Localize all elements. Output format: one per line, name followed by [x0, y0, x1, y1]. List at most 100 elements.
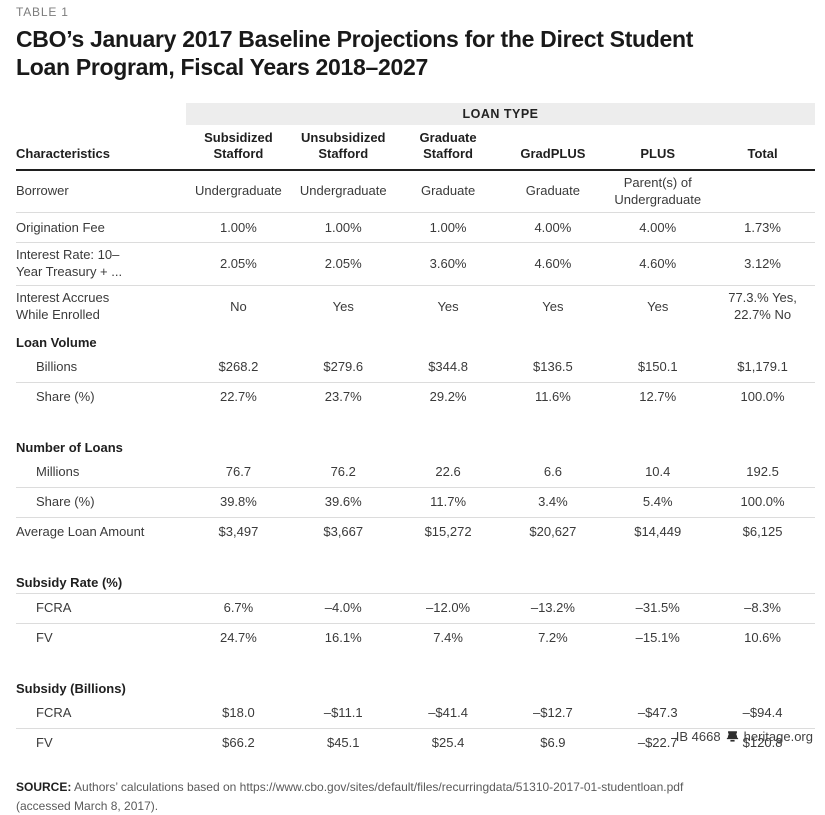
table-cell: 2.05%	[324, 255, 362, 271]
table-cell: $120.8	[742, 735, 783, 751]
row-label: Origination Fee	[16, 219, 105, 235]
table-cell: –12.0%	[426, 600, 471, 616]
table-cell: $3,497	[218, 524, 259, 540]
table-cell: $1,179.1	[737, 359, 788, 375]
table-cell: 10.4	[645, 464, 671, 480]
row-label: FV	[36, 735, 53, 751]
table-cell: –$22.7	[637, 735, 678, 751]
page-title: CBO’s January 2017 Baseline Projections …	[16, 26, 694, 80]
table-row: Average Loan Amount $3,497 $3,667 $15,272 $2…	[16, 518, 815, 547]
footer-brand: IB 4668 heritage.org	[676, 729, 813, 744]
column-header-graduate-stafford: Graduate Stafford	[419, 130, 477, 162]
table-cell: Yes	[542, 298, 564, 314]
table-cell: $279.6	[323, 359, 364, 375]
table-cell: 22.7%	[219, 389, 257, 405]
table-cell: Parent(s) of Undergraduate	[614, 174, 702, 207]
source-label: SOURCE:	[16, 780, 72, 795]
section-header-row: Subsidy Rate (%)	[16, 568, 815, 595]
table-row: Share (%) 39.8% 39.6% 11.7% 3.4% 5.4% 100.0%	[16, 488, 815, 519]
table-cell: 6.7%	[223, 600, 254, 616]
brand-domain: heritage.org	[743, 729, 813, 744]
table-cell: 11.7%	[430, 494, 467, 510]
table-cell: 39.8%	[219, 494, 257, 510]
loan-type-band: LOAN TYPE	[186, 103, 815, 126]
table-row: Origination Fee 1.00% 1.00% 1.00% 4.00% 4.00%…	[16, 213, 815, 244]
column-header-row: Characteristics Subsidized Stafford Unsu…	[16, 125, 815, 171]
table-cell: 7.2%	[538, 630, 568, 646]
table-cell: –8.3%	[744, 600, 781, 616]
row-label: Millions	[36, 464, 80, 480]
row-label: Subsidy (Billions)	[16, 681, 126, 697]
table-cell: $66.2	[222, 735, 255, 751]
row-label: Loan Volume	[16, 335, 97, 351]
table-cell: 1.00%	[429, 219, 467, 235]
row-label: Average Loan Amount	[16, 524, 145, 540]
table-cell: $344.8	[428, 359, 468, 375]
table-cell: 4.60%	[639, 255, 677, 271]
table-cell: 100.0%	[740, 494, 785, 510]
loan-type-band-label: LOAN TYPE	[462, 107, 539, 122]
table-cell: –4.0%	[324, 600, 362, 616]
table-cell: –$41.4	[428, 705, 468, 721]
column-header-gradplus: GradPLUS	[520, 146, 586, 162]
table-cell: Yes	[332, 298, 354, 314]
table-cell: –31.5%	[635, 600, 680, 616]
table-cell: 3.12%	[744, 255, 781, 271]
table-cell: Undergraduate	[195, 183, 282, 199]
table-cell: 3.4%	[538, 494, 568, 510]
table-cell: $18.0	[222, 705, 255, 721]
table-cell: 12.7%	[639, 389, 677, 405]
table-row: FCRA $18.0 –$11.1 –$41.4 –$12.7 –$47.3 –$94.4	[16, 699, 815, 730]
table-cell: 76.2	[330, 464, 356, 480]
column-header-total: Total	[747, 146, 778, 162]
table-cell: 4.00%	[639, 219, 677, 235]
data-table: LOAN TYPE Characteristics Subsidized Sta…	[16, 103, 815, 758]
table-cell: $25.4	[431, 735, 465, 751]
table-cell: 2.05%	[219, 255, 257, 271]
table-cell: 5.4%	[642, 494, 673, 510]
table-cell: Undergraduate	[299, 183, 387, 199]
column-header-unsubsidized-stafford: Unsubsidized Stafford	[300, 130, 386, 162]
table-cell: 77.3.% Yes, 22.7% No	[728, 290, 797, 323]
table-cell: 4.00%	[534, 219, 572, 235]
column-header-characteristics: Characteristics	[16, 146, 110, 162]
table-cell: 16.1%	[324, 630, 362, 646]
table-row: Millions 76.7 76.2 22.6 6.6 10.4 192.5	[16, 458, 815, 489]
table-cell: –$47.3	[637, 705, 678, 721]
table-cell: –$94.4	[742, 705, 783, 721]
table-cell: Yes	[437, 298, 459, 314]
table-cell: –$12.7	[533, 705, 573, 721]
row-label: Billions	[36, 359, 78, 375]
row-label: Number of Loans	[16, 440, 123, 456]
table-cell: –13.2%	[530, 600, 575, 616]
row-label: Share (%)	[36, 389, 95, 405]
table-cell: $268.2	[218, 359, 259, 375]
table-number-label: TABLE 1	[16, 5, 69, 19]
row-label: Interest Accrues While Enrolled	[16, 290, 110, 323]
table-row: Interest Rate: 10– Year Treasury + ... 2.…	[16, 243, 815, 287]
table-cell: Graduate	[420, 183, 476, 199]
source-note: SOURCE: Authors’ calculations based on h…	[16, 778, 815, 815]
source-text: Authors’ calculations based on https://w…	[16, 780, 684, 813]
table-cell: $150.1	[637, 359, 678, 375]
row-label: FCRA	[36, 705, 72, 721]
table-cell: 29.2%	[429, 389, 467, 405]
table-cell: 7.4%	[433, 630, 463, 646]
table-row: Interest Accrues While Enrolled No Yes Yes Y…	[16, 286, 815, 328]
row-label: FCRA	[36, 600, 72, 616]
table-cell: 22.6	[435, 464, 461, 480]
table-cell: 24.7%	[219, 630, 257, 646]
column-header-subsidized-stafford: Subsidized Stafford	[204, 130, 273, 162]
row-label: Borrower	[16, 183, 69, 199]
table-cell: –15.1%	[635, 630, 680, 646]
table-cell: 4.60%	[534, 255, 572, 271]
table-cell: $3,667	[323, 524, 364, 540]
section-header-row: Subsidy (Billions)	[16, 674, 815, 699]
column-header-plus: PLUS	[640, 146, 676, 162]
row-label: Subsidy Rate (%)	[16, 575, 123, 591]
table-cell: $20,627	[529, 524, 577, 540]
table-row: FV 24.7% 16.1% 7.4% 7.2% –15.1% 10.6%	[16, 624, 815, 653]
table-cell: –$11.1	[323, 705, 363, 721]
section-header-row: Loan Volume	[16, 328, 815, 353]
table-cell: $15,272	[424, 524, 472, 540]
